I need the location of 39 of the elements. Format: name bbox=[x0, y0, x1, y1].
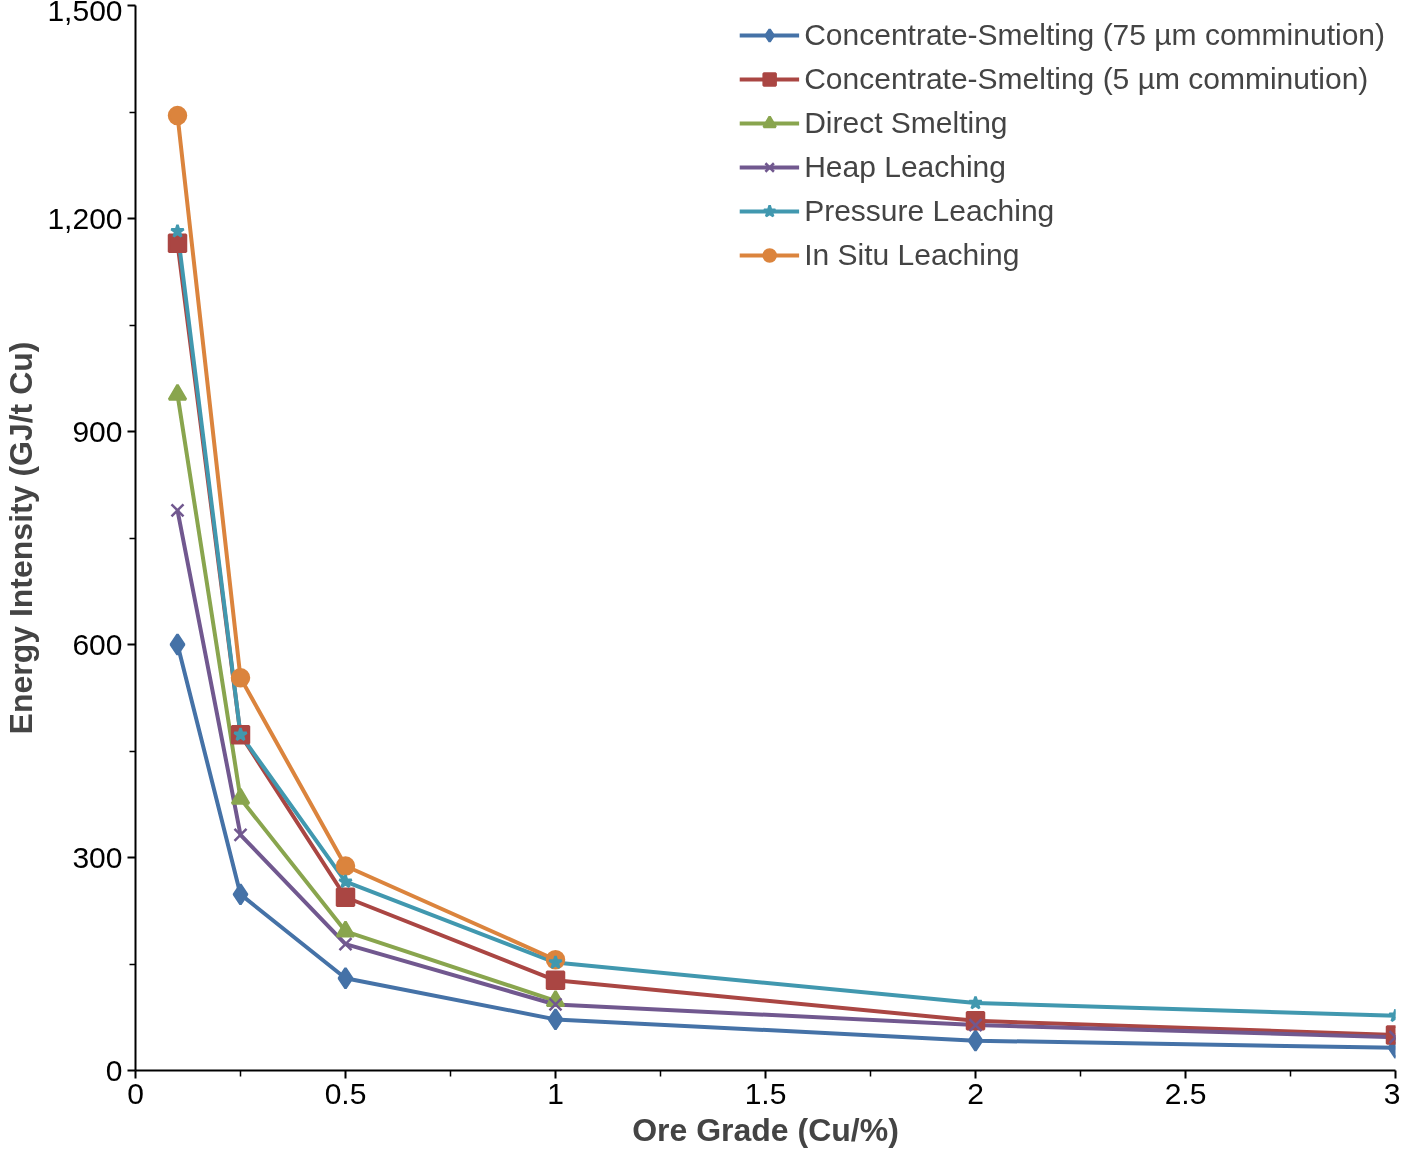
point bbox=[335, 887, 356, 908]
point bbox=[167, 233, 188, 254]
point bbox=[233, 827, 248, 843]
legend-label: In Situ Leaching bbox=[804, 237, 1020, 273]
x-tick-label: 3 bbox=[1383, 1076, 1401, 1110]
x-tick-label: 0.5 bbox=[324, 1076, 367, 1110]
y-tick-label: 900 bbox=[72, 414, 123, 448]
point bbox=[547, 1008, 564, 1031]
point bbox=[167, 105, 188, 126]
point bbox=[967, 1029, 984, 1052]
y-tick-label: 600 bbox=[72, 627, 123, 661]
point bbox=[545, 970, 566, 991]
legend-label: Heap Leaching bbox=[804, 149, 1006, 185]
x-tick-label: 1.5 bbox=[744, 1076, 787, 1110]
legend-label: Concentrate-Smelting (5 µm comminution) bbox=[804, 61, 1369, 97]
y-tick-label: 1,500 bbox=[47, 0, 123, 27]
x-tick-label: 1 bbox=[547, 1076, 564, 1110]
point bbox=[338, 936, 353, 952]
x-axis-title: Ore Grade (Cu/%) bbox=[632, 1111, 899, 1148]
point bbox=[230, 668, 251, 688]
point bbox=[335, 856, 356, 876]
point bbox=[337, 966, 354, 990]
x-tick-label: 2 bbox=[967, 1076, 984, 1110]
point bbox=[169, 633, 186, 656]
legend-label: Concentrate-Smelting (75 µm comminution) bbox=[804, 17, 1385, 53]
point bbox=[548, 997, 563, 1012]
legend-label: Direct Smelting bbox=[804, 105, 1008, 141]
point bbox=[338, 873, 353, 889]
point bbox=[232, 883, 249, 906]
y-axis-title: Energy Intensity (GJ/t Cu) bbox=[3, 341, 40, 735]
y-tick-label: 0 bbox=[105, 1053, 123, 1087]
point bbox=[968, 995, 983, 1010]
point bbox=[170, 223, 185, 238]
y-tick-label: 1,200 bbox=[47, 201, 123, 235]
point bbox=[170, 503, 185, 518]
legend-label: Pressure Leaching bbox=[804, 193, 1055, 229]
y-tick-label: 300 bbox=[72, 840, 123, 874]
x-tick-label: 2.5 bbox=[1164, 1076, 1207, 1110]
x-tick-label: 0 bbox=[127, 1076, 144, 1110]
